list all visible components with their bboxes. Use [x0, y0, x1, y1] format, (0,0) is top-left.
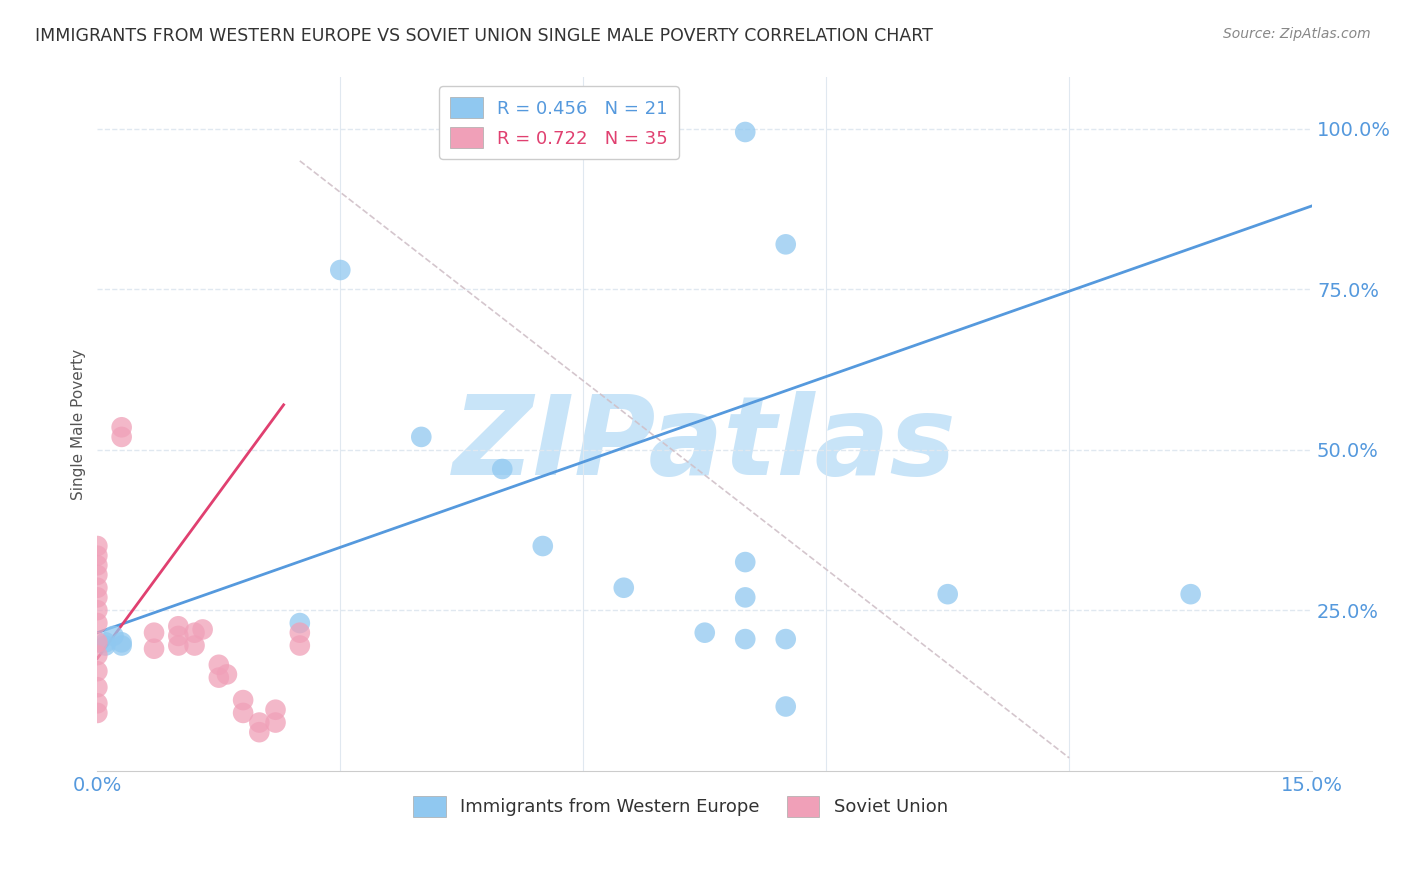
Point [734, 591, 756, 605]
Point [491, 462, 513, 476]
Point [208, 657, 231, 672]
Point [734, 125, 756, 139]
Point [86, 539, 108, 553]
Point [143, 625, 166, 640]
Point [86, 648, 108, 662]
Point [86, 615, 108, 630]
Point [86, 696, 108, 710]
Point [86, 706, 108, 720]
Point [183, 625, 205, 640]
Point [111, 635, 134, 649]
Point [143, 641, 166, 656]
Point [111, 420, 134, 434]
Point [103, 629, 125, 643]
Point [693, 625, 716, 640]
Point [734, 632, 756, 646]
Point [167, 629, 190, 643]
Point [86, 581, 108, 595]
Point [111, 430, 134, 444]
Point [329, 263, 352, 277]
Point [775, 237, 797, 252]
Point [288, 615, 311, 630]
Point [86, 635, 108, 649]
Point [775, 699, 797, 714]
Point [247, 715, 270, 730]
Point [734, 555, 756, 569]
Point [167, 639, 190, 653]
Legend: Immigrants from Western Europe, Soviet Union: Immigrants from Western Europe, Soviet U… [406, 789, 955, 824]
Text: ZIPatlas: ZIPatlas [453, 392, 956, 499]
Point [86, 664, 108, 678]
Point [613, 581, 636, 595]
Point [86, 591, 108, 605]
Point [183, 639, 205, 653]
Point [411, 430, 433, 444]
Point [264, 703, 287, 717]
Point [86, 549, 108, 563]
Y-axis label: Single Male Poverty: Single Male Poverty [72, 349, 86, 500]
Point [86, 558, 108, 573]
Point [86, 568, 108, 582]
Point [86, 603, 108, 617]
Point [111, 639, 134, 653]
Point [288, 625, 311, 640]
Point [232, 693, 254, 707]
Point [167, 619, 190, 633]
Point [936, 587, 959, 601]
Text: Source: ZipAtlas.com: Source: ZipAtlas.com [1223, 27, 1371, 41]
Point [86, 680, 108, 694]
Point [208, 671, 231, 685]
Point [232, 706, 254, 720]
Point [191, 623, 214, 637]
Point [247, 725, 270, 739]
Point [775, 632, 797, 646]
Point [94, 635, 117, 649]
Point [531, 539, 554, 553]
Point [94, 639, 117, 653]
Point [288, 639, 311, 653]
Point [215, 667, 238, 681]
Point [1180, 587, 1202, 601]
Point [264, 715, 287, 730]
Text: IMMIGRANTS FROM WESTERN EUROPE VS SOVIET UNION SINGLE MALE POVERTY CORRELATION C: IMMIGRANTS FROM WESTERN EUROPE VS SOVIET… [35, 27, 934, 45]
